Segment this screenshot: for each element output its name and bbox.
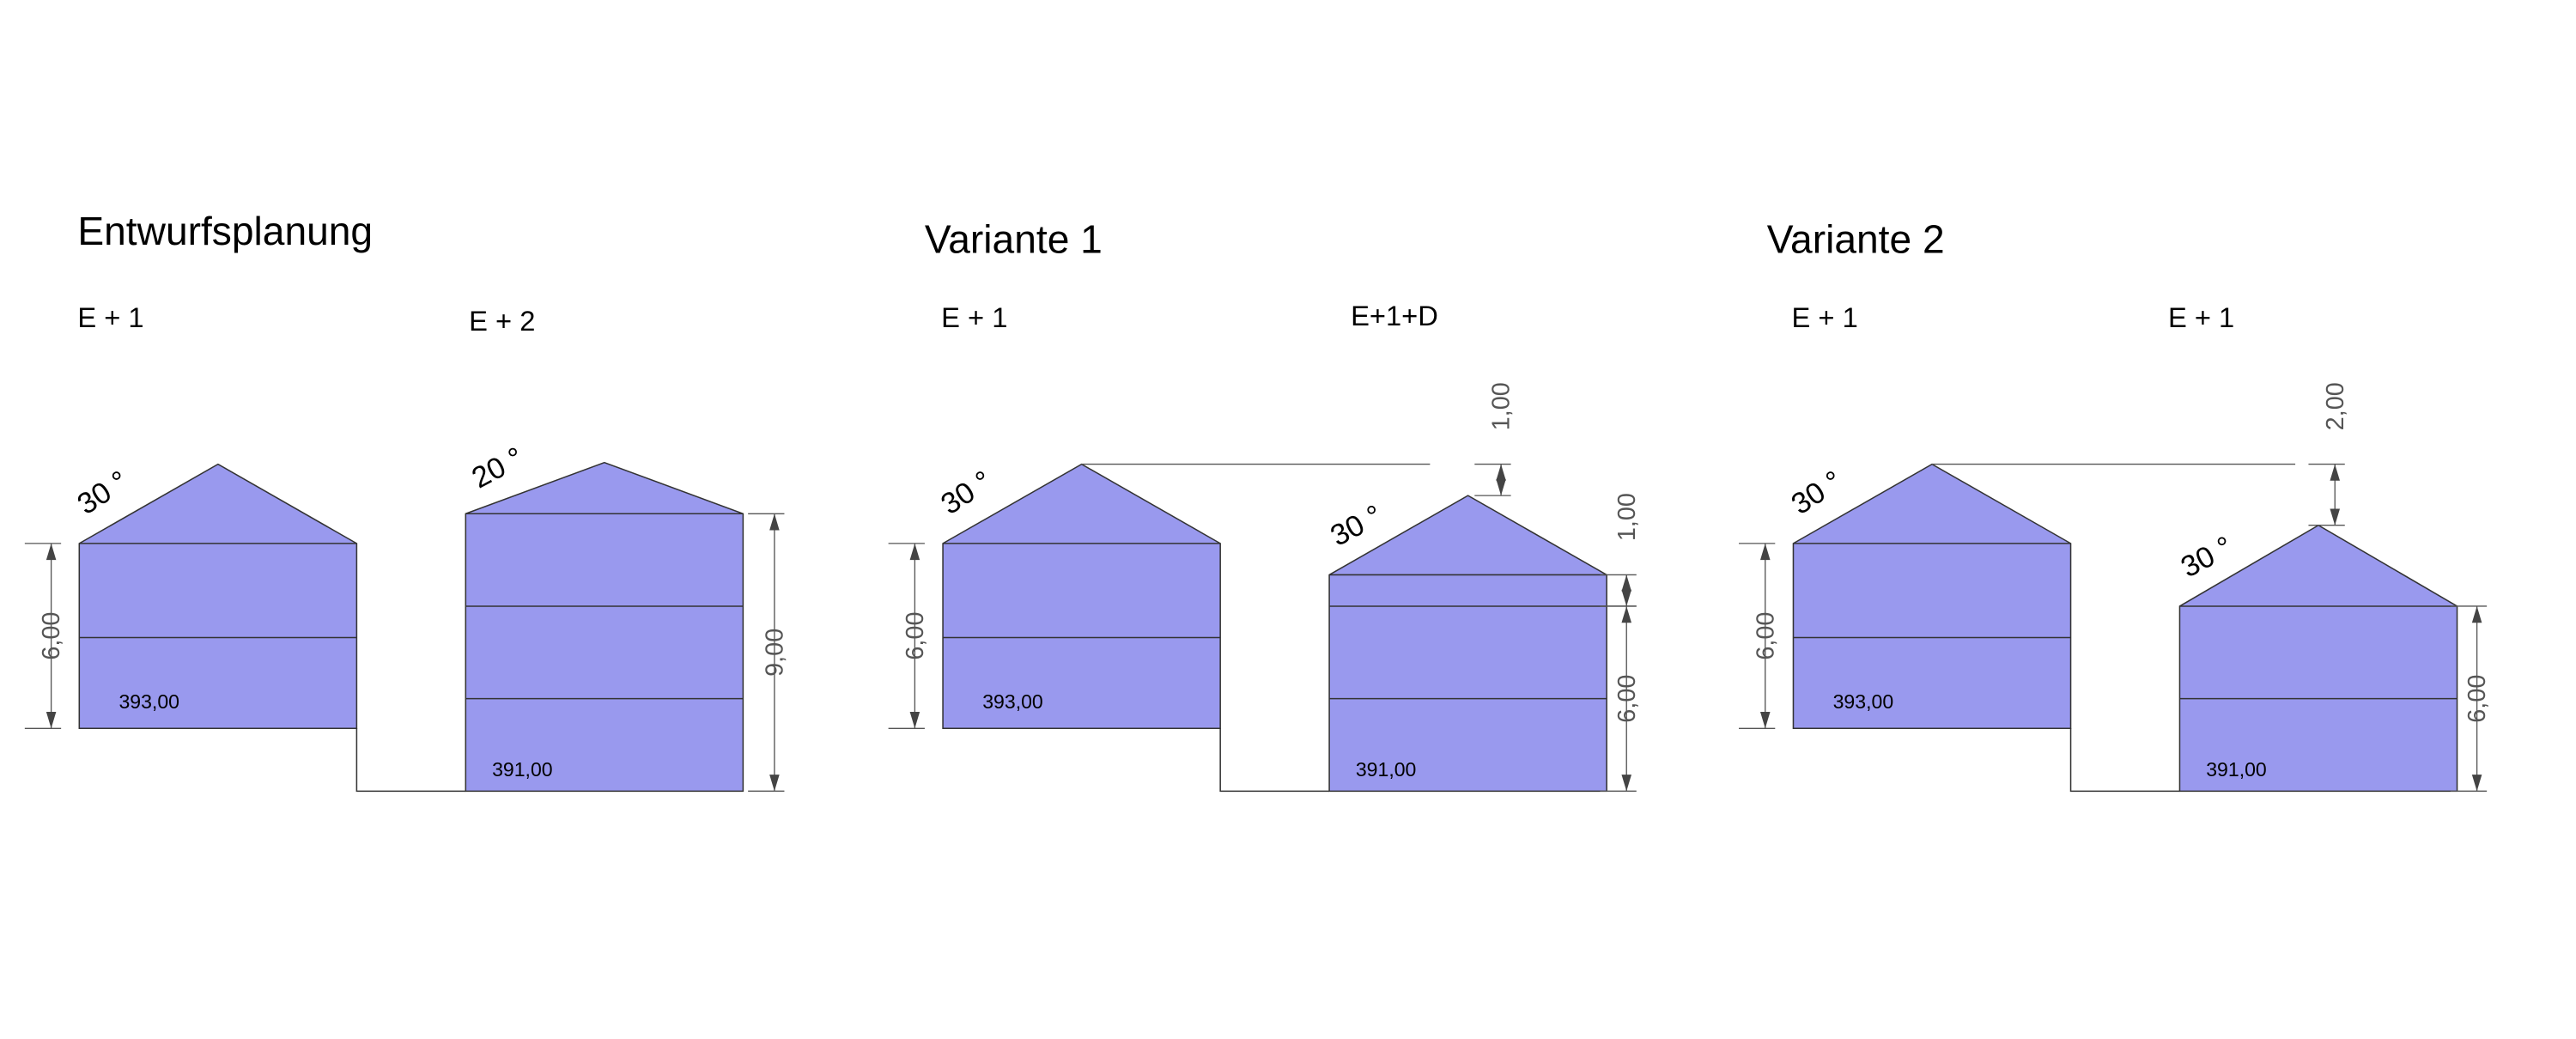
arrowhead <box>2471 775 2482 792</box>
building <box>78 463 358 730</box>
ground-line <box>1219 728 1330 793</box>
roof-angle: 30 ° <box>1326 499 1388 553</box>
building <box>1792 463 2072 730</box>
roof-angle: 30 ° <box>2176 531 2239 585</box>
arrowhead <box>1621 574 1631 592</box>
elevation-label: 391,00 <box>492 758 553 781</box>
elevation-label: 393,00 <box>118 690 179 713</box>
arrowhead <box>1760 712 1771 729</box>
arrowhead <box>1621 605 1631 623</box>
elevation-label: 393,00 <box>982 690 1043 713</box>
arrowhead <box>1621 589 1631 606</box>
building <box>465 461 744 793</box>
arrowhead <box>2330 464 2340 481</box>
panel-title: Variante 1 <box>925 216 1103 261</box>
dimension-label: 1,00 <box>1613 493 1641 541</box>
ground-line <box>355 728 466 793</box>
building-label: E + 2 <box>469 305 535 337</box>
elevation-label: 391,00 <box>1356 758 1417 781</box>
arrowhead <box>1496 478 1506 496</box>
arrowhead <box>909 712 920 729</box>
arrowhead <box>1621 775 1631 792</box>
roof-angle: 30 ° <box>1786 465 1849 521</box>
building-label: E+1+D <box>1351 300 1438 331</box>
elevation-label: 393,00 <box>1833 690 1894 713</box>
roof-angle: 30 ° <box>72 465 135 521</box>
arrowhead <box>1496 464 1506 481</box>
ground-line <box>2069 728 2180 793</box>
arrowhead <box>769 775 780 792</box>
roof-angle: 30 ° <box>935 465 998 521</box>
building-label: E + 1 <box>2168 301 2234 333</box>
building-label: E + 1 <box>1792 301 1858 333</box>
dimension-label: 1,00 <box>1488 382 1516 430</box>
dimension-label: 6,00 <box>2464 675 2491 723</box>
arrowhead <box>769 513 780 531</box>
dimension-label: 6,00 <box>1752 612 1779 660</box>
dimension-label: 2,00 <box>2322 382 2349 430</box>
arrowhead <box>1760 543 1771 561</box>
building-label: E + 1 <box>77 301 143 333</box>
arrowhead <box>2330 508 2340 526</box>
building <box>1328 495 1607 793</box>
dimension-label: 6,00 <box>38 612 65 660</box>
dimension-label: 9,00 <box>762 629 789 677</box>
roof-angle: 20 ° <box>467 441 530 495</box>
arrowhead <box>2471 605 2482 623</box>
building-label: E + 1 <box>941 301 1007 333</box>
building <box>942 463 1221 730</box>
arrowhead <box>909 543 920 561</box>
arrowhead <box>46 543 57 561</box>
panel-title: Entwurfsplanung <box>77 209 373 253</box>
arrowhead <box>46 712 57 729</box>
dimension-label: 6,00 <box>902 612 929 660</box>
dimension-label: 6,00 <box>1613 675 1641 723</box>
panel-title: Variante 2 <box>1767 216 1945 261</box>
elevation-label: 391,00 <box>2206 758 2267 781</box>
